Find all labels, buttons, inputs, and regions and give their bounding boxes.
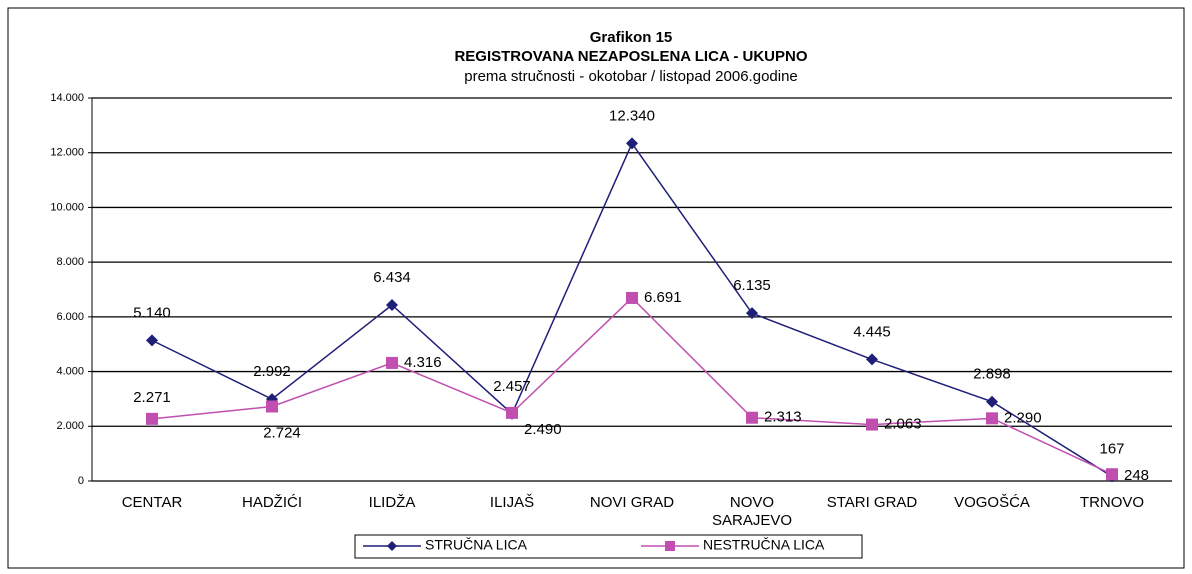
y-tick-label: 8.000 bbox=[56, 256, 84, 268]
data-label: 248 bbox=[1124, 467, 1149, 484]
y-tick-label: 14.000 bbox=[50, 92, 84, 104]
data-label: 5.140 bbox=[133, 304, 171, 321]
data-label: 6.135 bbox=[733, 277, 771, 294]
data-label: 2.457 bbox=[493, 378, 531, 395]
y-tick-label: 6.000 bbox=[56, 311, 84, 323]
data-label: 2.290 bbox=[1004, 409, 1042, 426]
legend-marker bbox=[665, 541, 675, 551]
y-tick-label: 0 bbox=[78, 475, 84, 487]
data-label: 4.445 bbox=[853, 323, 891, 340]
legend-label: STRUČNA LICA bbox=[425, 537, 528, 553]
marker bbox=[626, 291, 638, 304]
marker bbox=[506, 406, 518, 419]
legend-box bbox=[354, 534, 863, 559]
data-label: 2.313 bbox=[764, 409, 802, 426]
y-tick-label: 4.000 bbox=[56, 365, 84, 377]
marker bbox=[986, 395, 998, 408]
data-label: 2.724 bbox=[263, 424, 301, 441]
marker bbox=[386, 356, 398, 369]
data-label: 2.992 bbox=[253, 363, 291, 380]
legend-label: NESTRUČNA LICA bbox=[703, 537, 825, 553]
marker bbox=[146, 334, 158, 347]
marker bbox=[146, 412, 158, 425]
chart-border bbox=[7, 7, 1185, 569]
marker bbox=[746, 411, 758, 424]
marker bbox=[866, 418, 878, 431]
data-label: 12.340 bbox=[609, 107, 655, 124]
marker bbox=[986, 412, 998, 425]
marker bbox=[266, 400, 278, 413]
legend-marker bbox=[387, 541, 397, 551]
y-tick-label: 2.000 bbox=[56, 420, 84, 432]
data-label: 167 bbox=[1099, 440, 1124, 457]
data-label: 2.063 bbox=[884, 416, 922, 433]
x-tick-label: ILIDŽA bbox=[369, 494, 416, 511]
chart-subtitle-bold: REGISTROVANA NEZAPOSLENA LICA - UKUPNO bbox=[454, 48, 807, 65]
marker bbox=[1106, 468, 1118, 481]
marker bbox=[626, 137, 638, 150]
chart-subtitle: prema stručnosti - okotobar / listopad 2… bbox=[464, 68, 798, 85]
x-tick-label: STARI GRAD bbox=[827, 494, 918, 511]
data-label: 2.898 bbox=[973, 366, 1011, 383]
data-label: 2.271 bbox=[133, 389, 171, 406]
x-tick-label: HADŽIĆI bbox=[242, 494, 302, 511]
data-label: 6.691 bbox=[644, 289, 682, 306]
x-tick-label: NOVO SARAJEVO bbox=[712, 494, 792, 529]
data-label: 4.316 bbox=[404, 354, 442, 371]
chart-title: Grafikon 15 bbox=[590, 29, 673, 46]
x-tick-label: ILIJAŠ bbox=[490, 494, 534, 511]
marker bbox=[386, 298, 398, 311]
x-tick-label: TRNOVO bbox=[1080, 494, 1144, 511]
x-tick-label: CENTAR bbox=[122, 494, 183, 511]
data-label: 6.434 bbox=[373, 269, 411, 286]
x-tick-label: NOVI GRAD bbox=[590, 494, 674, 511]
data-label: 2.490 bbox=[524, 421, 562, 438]
y-tick-label: 12.000 bbox=[50, 147, 84, 159]
marker bbox=[746, 307, 758, 320]
x-tick-label: VOGOŠĆA bbox=[954, 494, 1030, 511]
marker bbox=[866, 353, 878, 366]
y-tick-label: 10.000 bbox=[50, 201, 84, 213]
